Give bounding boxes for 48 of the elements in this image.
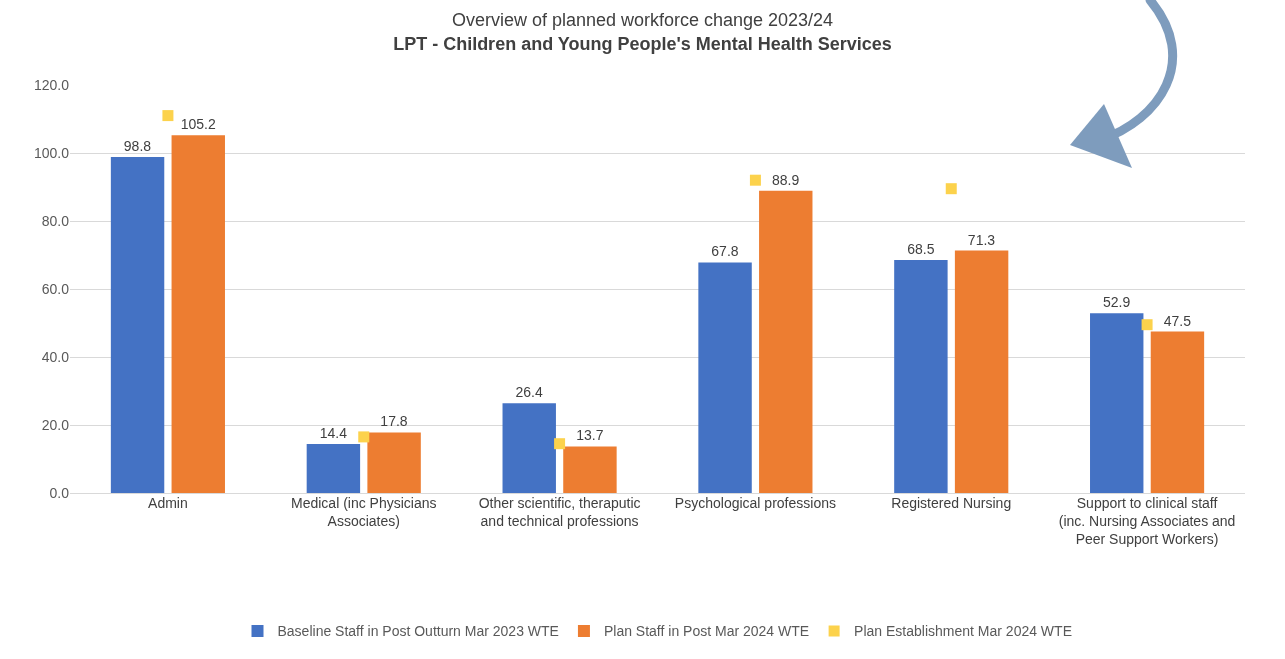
y-tick-label: 60.0 — [41, 280, 70, 297]
bar — [171, 135, 225, 493]
bar — [954, 250, 1009, 493]
y-tick-label: 80.0 — [41, 212, 70, 229]
y-tick-label: 40.0 — [41, 348, 70, 365]
data-label: 26.4 — [515, 384, 543, 401]
bar — [306, 444, 361, 493]
x-tick-label: Other scientific, theraputic and technical professions — [478, 495, 641, 530]
data-label: 47.5 — [1163, 312, 1192, 329]
data-label: 88.9 — [772, 171, 800, 188]
point — [945, 183, 957, 195]
point — [749, 174, 761, 186]
bar — [502, 403, 556, 493]
legend-label: Plan Establishment Mar 2024 WTE — [854, 623, 1072, 640]
data-label: 14.4 — [319, 425, 348, 442]
bar — [1150, 331, 1205, 493]
data-label: 52.9 — [1103, 294, 1131, 311]
y-tick-label: 100.0 — [33, 144, 70, 161]
data-label: 71.3 — [967, 231, 996, 248]
chart-subtitle: LPT - Children and Young People's Mental Health Services — [393, 33, 892, 54]
legend-label: Baseline Staff in Post Outturn Mar 2023 WTE — [277, 623, 559, 640]
point — [554, 438, 566, 450]
data-label: 68.5 — [907, 241, 935, 258]
data-label: 13.7 — [576, 427, 604, 444]
y-tick-label: 120.0 — [33, 76, 70, 93]
bar — [367, 432, 421, 493]
bar — [759, 190, 813, 493]
point — [358, 431, 370, 443]
bar — [110, 157, 165, 493]
bar — [1090, 313, 1144, 493]
point — [1141, 319, 1153, 331]
x-tick-label: Medical (inc Physicians Associates) — [291, 495, 437, 530]
bar — [563, 446, 617, 493]
y-tick-label: 0.0 — [49, 484, 70, 501]
bar — [698, 262, 752, 493]
data-label: 105.2 — [180, 116, 216, 133]
x-tick-label: Registered Nursing — [891, 495, 1012, 511]
x-tick-label: Support to clinical staff (inc. Nursing Associates and Peer Support Workers) — [1058, 495, 1236, 548]
point — [162, 110, 174, 122]
x-tick-label: Psychological professions — [674, 495, 836, 511]
y-tick-label: 20.0 — [41, 416, 70, 433]
legend-label: Plan Staff in Post Mar 2024 WTE — [603, 623, 810, 640]
x-tick-label: Admin — [148, 495, 188, 511]
bar — [894, 260, 948, 493]
chart-title: Overview of planned workforce change 2023/24 — [451, 10, 834, 31]
data-label: 98.8 — [123, 138, 152, 155]
data-label: 67.8 — [711, 243, 739, 260]
data-label: 17.8 — [380, 413, 408, 430]
